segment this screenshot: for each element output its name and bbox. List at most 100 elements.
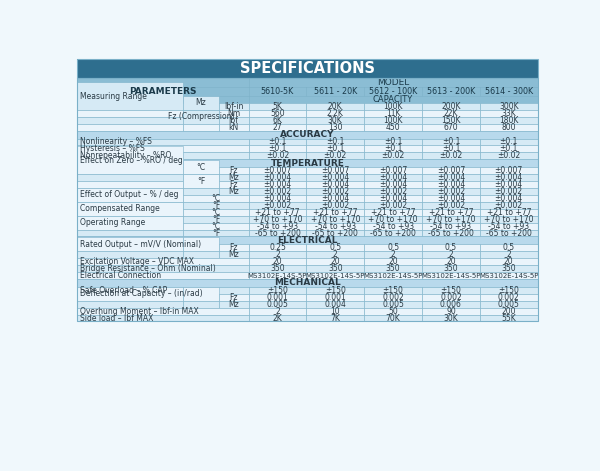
Text: ±0.1: ±0.1	[326, 138, 344, 146]
Bar	[77, 216, 183, 223]
Text: SPECIFICATIONS: SPECIFICATIONS	[240, 61, 375, 76]
Text: 5611 - 20K: 5611 - 20K	[314, 87, 357, 96]
Bar	[219, 300, 248, 308]
Bar	[422, 294, 480, 300]
Bar	[364, 146, 422, 153]
Bar	[364, 223, 422, 229]
Bar	[77, 153, 248, 159]
Text: 20K: 20K	[328, 102, 343, 111]
Text: ±0.02: ±0.02	[382, 151, 405, 160]
Text: 350: 350	[328, 264, 343, 273]
Bar	[77, 188, 183, 195]
Text: 350: 350	[443, 264, 458, 273]
Bar	[480, 244, 538, 251]
Bar	[422, 315, 480, 322]
Bar	[422, 229, 480, 236]
Bar	[307, 308, 364, 315]
Bar	[248, 300, 307, 308]
Text: ±0.004: ±0.004	[437, 194, 465, 203]
Bar	[364, 167, 422, 174]
Bar	[480, 110, 538, 117]
Bar	[307, 315, 364, 322]
Bar	[307, 244, 364, 251]
Text: ±0.002: ±0.002	[321, 201, 349, 210]
Text: 180K: 180K	[499, 116, 518, 125]
Text: 0.5: 0.5	[445, 244, 457, 252]
Bar	[364, 174, 422, 181]
Bar	[307, 138, 364, 146]
Bar	[77, 124, 183, 130]
Text: Effect of Output – % / deg: Effect of Output – % / deg	[80, 190, 179, 199]
Bar	[480, 229, 538, 236]
Text: 0.005: 0.005	[498, 300, 520, 309]
Text: ACCURACY: ACCURACY	[280, 130, 335, 139]
Text: 20: 20	[331, 257, 340, 266]
Bar	[364, 216, 422, 223]
Bar	[480, 272, 538, 279]
Bar	[77, 216, 183, 229]
Text: 100K: 100K	[383, 102, 403, 111]
Bar	[422, 287, 480, 294]
Text: MODEL: MODEL	[377, 78, 409, 88]
Bar	[364, 294, 422, 300]
Bar	[422, 87, 480, 96]
Text: TEMPERATURE: TEMPERATURE	[271, 159, 344, 168]
Bar	[480, 103, 538, 110]
Text: ±0.1: ±0.1	[268, 138, 287, 146]
Bar	[480, 265, 538, 272]
Bar	[183, 124, 219, 130]
Bar	[307, 195, 364, 202]
Bar	[219, 181, 248, 188]
Bar	[422, 103, 480, 110]
Text: ±0.002: ±0.002	[379, 187, 407, 196]
Text: 20: 20	[446, 257, 456, 266]
Text: ±0.1: ±0.1	[326, 145, 344, 154]
Text: 0.5: 0.5	[329, 244, 341, 252]
Bar	[219, 167, 248, 174]
Bar	[77, 188, 183, 202]
Text: 0.005: 0.005	[382, 300, 404, 309]
Bar	[77, 265, 248, 272]
Text: 55K: 55K	[502, 314, 516, 323]
Text: Fz: Fz	[229, 244, 238, 252]
Bar	[77, 202, 183, 216]
Bar	[307, 300, 364, 308]
Bar	[77, 308, 248, 315]
Bar	[307, 87, 364, 96]
Text: kN: kN	[229, 123, 239, 132]
Text: -54 to +93: -54 to +93	[257, 221, 298, 231]
Text: 2: 2	[275, 307, 280, 316]
Text: ELECTRICAL: ELECTRICAL	[277, 236, 338, 245]
Bar	[77, 279, 538, 287]
Bar	[307, 174, 364, 181]
Text: Bridge Resistance – Ohm (Nominal): Bridge Resistance – Ohm (Nominal)	[80, 264, 216, 273]
Text: Effect on Zero – %RO / deg: Effect on Zero – %RO / deg	[80, 156, 183, 165]
Bar	[307, 294, 364, 300]
Bar	[480, 315, 538, 322]
Bar	[183, 251, 219, 258]
Bar	[77, 251, 183, 258]
Text: 70K: 70K	[386, 314, 400, 323]
Text: Hysteresis – %FS: Hysteresis – %FS	[80, 145, 145, 154]
Text: Measuring Range: Measuring Range	[80, 91, 148, 100]
Bar	[480, 181, 538, 188]
Text: ±0.004: ±0.004	[263, 173, 292, 182]
Bar	[248, 229, 307, 236]
Text: 2.2K: 2.2K	[327, 109, 344, 118]
Text: 2: 2	[449, 250, 454, 259]
Text: 30K: 30K	[443, 314, 458, 323]
Text: ±0.004: ±0.004	[494, 194, 523, 203]
Text: ±0.02: ±0.02	[266, 151, 289, 160]
Text: 5K: 5K	[272, 102, 283, 111]
Bar	[248, 124, 307, 130]
Text: +21 to +77: +21 to +77	[428, 208, 473, 217]
Text: 130: 130	[328, 123, 343, 132]
Text: 150K: 150K	[441, 116, 461, 125]
Text: ±0.02: ±0.02	[497, 151, 520, 160]
Text: 5613 - 200K: 5613 - 200K	[427, 87, 475, 96]
Text: ±0.02: ±0.02	[439, 151, 463, 160]
Bar	[480, 294, 538, 300]
Bar	[77, 87, 248, 96]
Text: Side load – lbf MAX: Side load – lbf MAX	[80, 314, 154, 323]
Text: Fz: Fz	[229, 180, 238, 189]
